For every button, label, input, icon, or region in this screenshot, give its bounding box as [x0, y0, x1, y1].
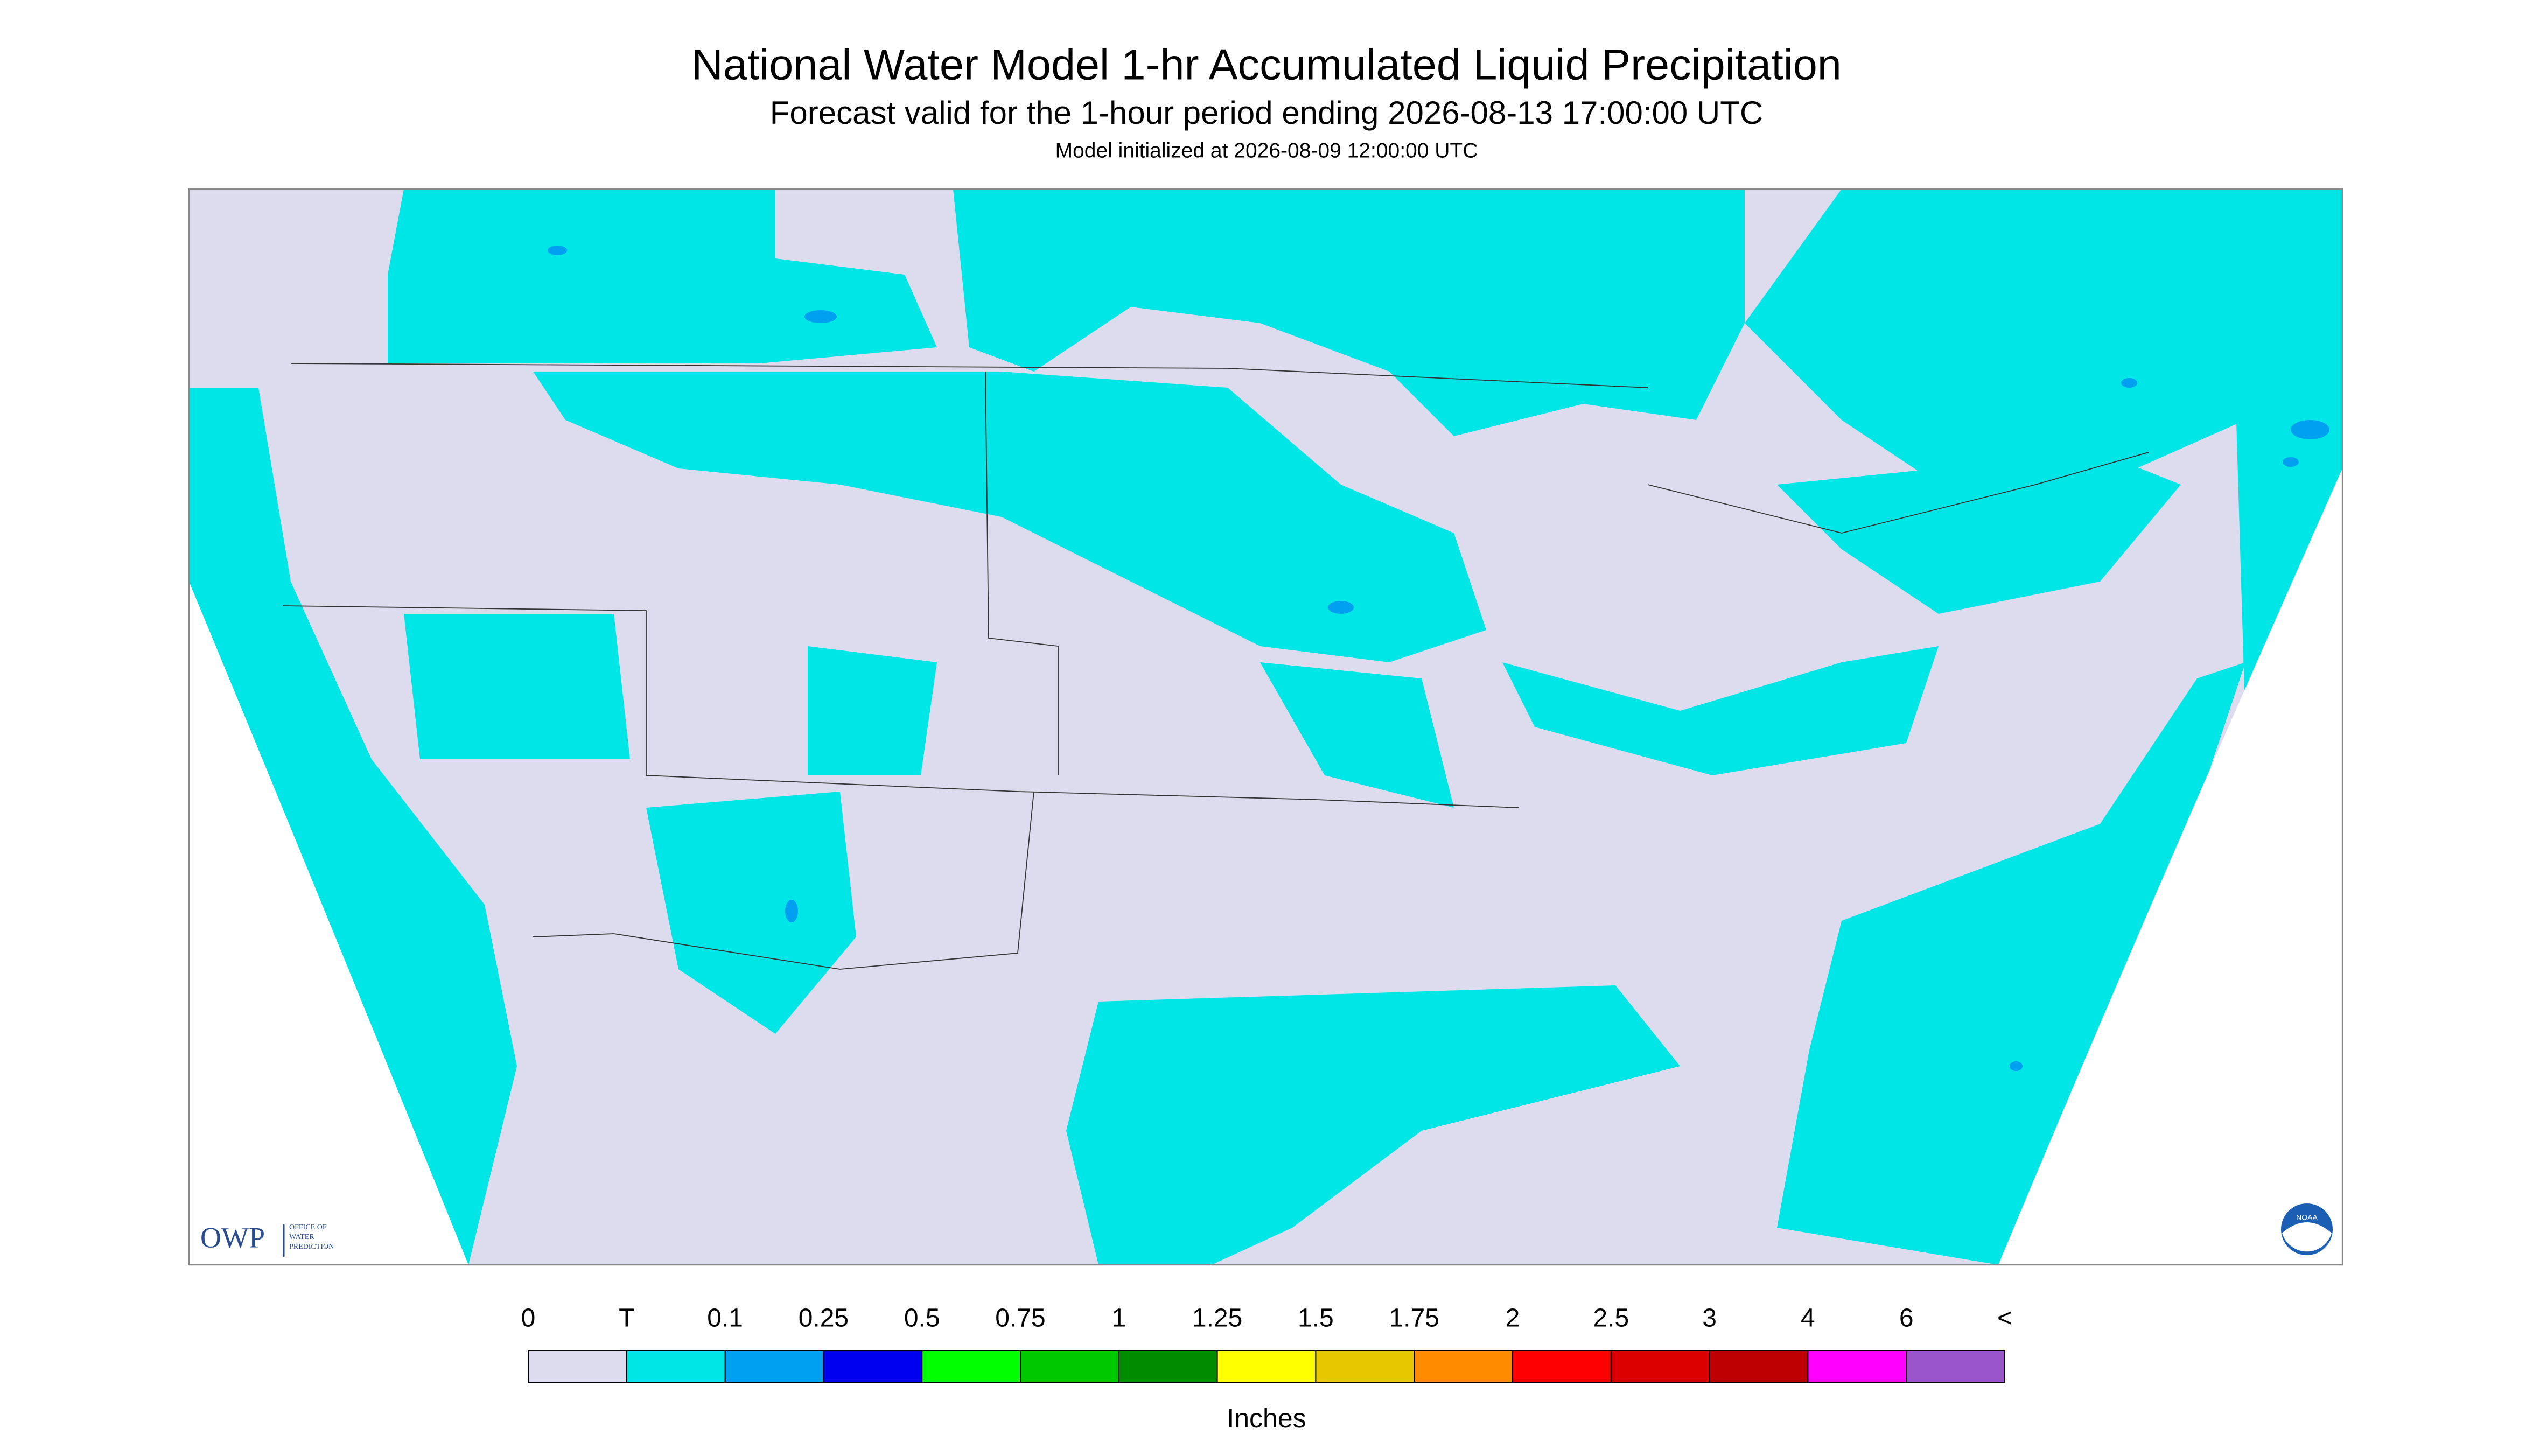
legend-swatch [1414, 1350, 1513, 1383]
precip-heavier [548, 246, 2329, 1071]
noaa-logo-wave [2282, 1222, 2332, 1252]
legend-swatch [1512, 1350, 1612, 1383]
legend-swatch [1709, 1350, 1809, 1383]
map [188, 188, 2343, 1266]
legend-label: 0 [521, 1304, 536, 1333]
legend-swatch [724, 1350, 824, 1383]
owp-office: WATER [289, 1233, 314, 1241]
legend-swatch [921, 1350, 1021, 1383]
legend-label: T [619, 1304, 634, 1333]
owp-office: PREDICTION [289, 1243, 334, 1251]
owp-office: OFFICE OF [289, 1223, 327, 1231]
legend-swatch [1807, 1350, 1907, 1383]
legend-label: 3 [1702, 1304, 1717, 1333]
legend-label: 2.5 [1593, 1304, 1629, 1333]
title: National Water Model 1-hr Accumulated Li… [691, 40, 1842, 89]
legend-swatch [1020, 1350, 1119, 1383]
subtitle: Forecast valid for the 1-hour period end… [770, 95, 1763, 131]
legend-label: 0.25 [799, 1304, 849, 1333]
legend-label: 2 [1506, 1304, 1520, 1333]
init-time: Model initialized at 2026-08-09 12:00:00… [1055, 139, 1478, 162]
legend-swatch [1315, 1350, 1415, 1383]
legend-label: 4 [1801, 1304, 1815, 1333]
legend-swatch [1118, 1350, 1218, 1383]
legend-label: 0.5 [904, 1304, 940, 1333]
legend-label: 0.1 [707, 1304, 743, 1333]
borders [282, 363, 2149, 970]
legend-label: 6 [1899, 1304, 1914, 1333]
legend-swatch [1906, 1350, 2005, 1383]
legend-unit: Inches [1227, 1403, 1306, 1433]
legend-label: 1 [1111, 1304, 1126, 1333]
noaa-text: NOAA [2296, 1213, 2318, 1222]
legend-label: 0.75 [995, 1304, 1045, 1333]
legend-swatch [1610, 1350, 1710, 1383]
legend-swatch [1216, 1350, 1317, 1383]
map-frame [188, 188, 2343, 1266]
owp-logo: OWP [200, 1221, 265, 1254]
legend-label: < [1997, 1304, 2012, 1333]
legend-label: 1.75 [1389, 1304, 1439, 1333]
legend-swatch [823, 1350, 923, 1383]
legend-swatch [626, 1350, 726, 1383]
legend-label: 1.5 [1298, 1304, 1334, 1333]
legend-label: 1.25 [1192, 1304, 1242, 1333]
colorbar: 0 T 0.1 0.25 0.5 0.75 1 1.25 1.5 1.75 2 2.5 3 4 6 < [521, 1304, 2012, 1383]
legend-swatch [528, 1350, 627, 1383]
precip-areas [189, 189, 2342, 1265]
